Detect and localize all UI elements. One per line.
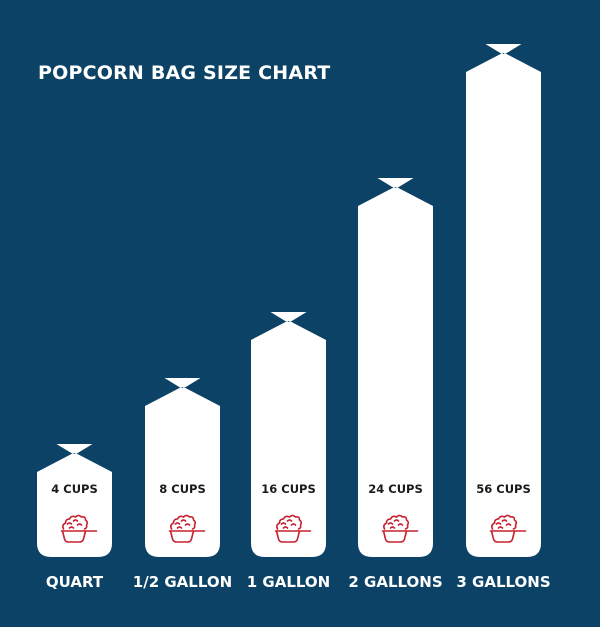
value-label: 4 CUPS bbox=[51, 482, 98, 496]
value-label: 24 CUPS bbox=[368, 482, 423, 496]
bag-1: 8 CUPS bbox=[145, 378, 220, 557]
bag-2: 16 CUPS bbox=[251, 312, 326, 557]
bag-tie bbox=[164, 378, 201, 391]
bag-body bbox=[251, 322, 326, 557]
bag-body bbox=[358, 188, 433, 557]
popcorn-measuring-cup-icon bbox=[274, 514, 312, 543]
value-label: 16 CUPS bbox=[261, 482, 316, 496]
category-label: 2 GALLONS bbox=[348, 573, 442, 591]
value-label: 56 CUPS bbox=[476, 482, 531, 496]
popcorn-measuring-cup-icon bbox=[168, 514, 206, 543]
bag-3: 24 CUPS bbox=[358, 178, 433, 557]
bag-tie bbox=[56, 444, 93, 457]
popcorn-measuring-cup-icon bbox=[60, 514, 98, 543]
bag-tie bbox=[485, 44, 522, 57]
category-label: 3 GALLONS bbox=[456, 573, 550, 591]
bag-tie bbox=[270, 312, 307, 325]
popcorn-measuring-cup-icon bbox=[489, 514, 527, 543]
chart-title: POPCORN BAG SIZE CHART bbox=[38, 62, 331, 84]
bag-4: 56 CUPS bbox=[466, 44, 541, 557]
bag-tie bbox=[377, 178, 414, 191]
bag-body bbox=[466, 54, 541, 557]
category-label: QUART bbox=[46, 573, 104, 591]
value-label: 8 CUPS bbox=[159, 482, 206, 496]
category-label: 1 GALLON bbox=[247, 573, 330, 591]
category-label: 1/2 GALLON bbox=[133, 573, 232, 591]
bag-0: 4 CUPS bbox=[37, 444, 112, 557]
popcorn-measuring-cup-icon bbox=[381, 514, 419, 543]
bag-body bbox=[145, 388, 220, 557]
